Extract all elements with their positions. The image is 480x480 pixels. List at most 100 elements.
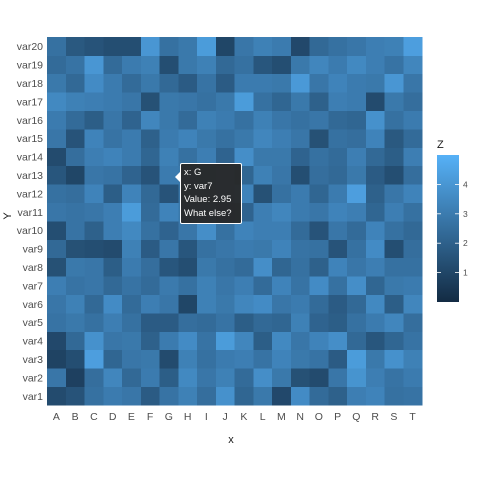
heatmap-cell-Q-var16[interactable] xyxy=(347,110,367,130)
heatmap-cell-S-var17[interactable] xyxy=(384,92,404,111)
heatmap-cell-E-var8[interactable] xyxy=(122,257,142,277)
heatmap-cell-A-var4[interactable] xyxy=(47,331,67,351)
heatmap-cell-N-var19[interactable] xyxy=(290,55,310,75)
heatmap-cell-M-var13[interactable] xyxy=(272,165,292,185)
heatmap-cell-G-var13[interactable] xyxy=(159,165,179,185)
heatmap-cell-E-var18[interactable] xyxy=(122,73,142,93)
heatmap-cell-A-var19[interactable] xyxy=(47,55,67,75)
heatmap-cell-D-var17[interactable] xyxy=(103,92,123,111)
heatmap-cell-O-var18[interactable] xyxy=(309,73,329,93)
heatmap-cell-M-var5[interactable] xyxy=(272,313,292,332)
heatmap-cell-A-var8[interactable] xyxy=(47,257,67,277)
heatmap-cell-S-var4[interactable] xyxy=(384,331,404,351)
heatmap-cell-N-var4[interactable] xyxy=(290,331,310,351)
heatmap-cell-G-var3[interactable] xyxy=(159,349,179,369)
heatmap-cell-J-var2[interactable] xyxy=(215,368,235,387)
heatmap-cell-D-var8[interactable] xyxy=(103,257,123,277)
heatmap-cell-R-var1[interactable] xyxy=(365,386,385,406)
heatmap-cell-G-var11[interactable] xyxy=(159,202,179,222)
heatmap-cell-K-var17[interactable] xyxy=(234,92,254,111)
heatmap-cell-L-var18[interactable] xyxy=(253,73,273,93)
heatmap-cell-F-var20[interactable] xyxy=(140,37,160,56)
heatmap-cell-J-var15[interactable] xyxy=(215,129,235,148)
heatmap-cell-D-var15[interactable] xyxy=(103,129,123,148)
heatmap-cell-E-var3[interactable] xyxy=(122,349,142,369)
heatmap-cell-F-var17[interactable] xyxy=(140,92,160,111)
heatmap-cell-N-var10[interactable] xyxy=(290,221,310,240)
heatmap-cell-S-var12[interactable] xyxy=(384,184,404,203)
heatmap-cell-C-var5[interactable] xyxy=(84,313,104,332)
heatmap-cell-A-var6[interactable] xyxy=(47,294,67,314)
heatmap-cell-Q-var17[interactable] xyxy=(347,92,367,111)
heatmap-cell-M-var3[interactable] xyxy=(272,349,292,369)
heatmap-cell-N-var11[interactable] xyxy=(290,202,310,222)
heatmap-cell-I-var20[interactable] xyxy=(197,37,217,56)
heatmap-cell-J-var3[interactable] xyxy=(215,349,235,369)
heatmap-cell-C-var16[interactable] xyxy=(84,110,104,130)
heatmap-cell-S-var2[interactable] xyxy=(384,368,404,387)
heatmap-cell-S-var1[interactable] xyxy=(384,386,404,406)
heatmap-cell-Q-var10[interactable] xyxy=(347,221,367,240)
heatmap-cell-I-var7[interactable] xyxy=(197,276,217,295)
heatmap-cell-P-var2[interactable] xyxy=(328,368,348,387)
heatmap-cell-B-var10[interactable] xyxy=(65,221,85,240)
heatmap-cell-H-var14[interactable] xyxy=(178,147,198,167)
heatmap-cell-B-var2[interactable] xyxy=(65,368,85,387)
heatmap-cell-H-var15[interactable] xyxy=(178,129,198,148)
heatmap-cell-Q-var3[interactable] xyxy=(347,349,367,369)
heatmap-cell-S-var7[interactable] xyxy=(384,276,404,295)
heatmap-cell-T-var3[interactable] xyxy=(403,349,423,369)
heatmap-cell-I-var14[interactable] xyxy=(197,147,217,167)
heatmap-cell-K-var16[interactable] xyxy=(234,110,254,130)
heatmap-cell-P-var6[interactable] xyxy=(328,294,348,314)
heatmap-cell-L-var1[interactable] xyxy=(253,386,273,406)
heatmap-cell-H-var16[interactable] xyxy=(178,110,198,130)
heatmap-cell-K-var5[interactable] xyxy=(234,313,254,332)
heatmap-cell-H-var18[interactable] xyxy=(178,73,198,93)
heatmap-cell-P-var17[interactable] xyxy=(328,92,348,111)
heatmap-cell-J-var20[interactable] xyxy=(215,37,235,56)
heatmap-cell-B-var8[interactable] xyxy=(65,257,85,277)
heatmap-cell-L-var9[interactable] xyxy=(253,239,273,259)
heatmap-cell-T-var12[interactable] xyxy=(403,184,423,203)
heatmap-cell-R-var18[interactable] xyxy=(365,73,385,93)
heatmap-cell-O-var1[interactable] xyxy=(309,386,329,406)
heatmap-cell-L-var2[interactable] xyxy=(253,368,273,387)
heatmap-cell-S-var6[interactable] xyxy=(384,294,404,314)
heatmap-cell-M-var20[interactable] xyxy=(272,37,292,56)
heatmap-cell-C-var10[interactable] xyxy=(84,221,104,240)
heatmap-cell-F-var14[interactable] xyxy=(140,147,160,167)
heatmap-cell-G-var14[interactable] xyxy=(159,147,179,167)
heatmap-cell-L-var11[interactable] xyxy=(253,202,273,222)
heatmap-cell-C-var11[interactable] xyxy=(84,202,104,222)
heatmap-cell-O-var11[interactable] xyxy=(309,202,329,222)
heatmap-cell-R-var9[interactable] xyxy=(365,239,385,259)
heatmap-cell-T-var7[interactable] xyxy=(403,276,423,295)
heatmap-cell-J-var6[interactable] xyxy=(215,294,235,314)
heatmap-cell-R-var11[interactable] xyxy=(365,202,385,222)
heatmap-cell-J-var5[interactable] xyxy=(215,313,235,332)
heatmap-cell-S-var10[interactable] xyxy=(384,221,404,240)
heatmap-cell-K-var18[interactable] xyxy=(234,73,254,93)
heatmap-cell-N-var14[interactable] xyxy=(290,147,310,167)
heatmap-cell-K-var19[interactable] xyxy=(234,55,254,75)
heatmap-cell-E-var6[interactable] xyxy=(122,294,142,314)
heatmap-cell-O-var2[interactable] xyxy=(309,368,329,387)
heatmap-cell-G-var9[interactable] xyxy=(159,239,179,259)
heatmap-cell-D-var5[interactable] xyxy=(103,313,123,332)
heatmap-cell-G-var8[interactable] xyxy=(159,257,179,277)
heatmap-cell-A-var14[interactable] xyxy=(47,147,67,167)
heatmap-cell-S-var19[interactable] xyxy=(384,55,404,75)
heatmap-cell-P-var7[interactable] xyxy=(328,276,348,295)
heatmap-cell-K-var1[interactable] xyxy=(234,386,254,406)
heatmap-cell-E-var13[interactable] xyxy=(122,165,142,185)
heatmap-cell-G-var12[interactable] xyxy=(159,184,179,203)
heatmap-cell-T-var18[interactable] xyxy=(403,73,423,93)
heatmap-cell-S-var16[interactable] xyxy=(384,110,404,130)
heatmap-cell-Q-var1[interactable] xyxy=(347,386,367,406)
heatmap-cell-H-var8[interactable] xyxy=(178,257,198,277)
heatmap-cell-N-var15[interactable] xyxy=(290,129,310,148)
heatmap-cell-I-var9[interactable] xyxy=(197,239,217,259)
heatmap-cell-E-var12[interactable] xyxy=(122,184,142,203)
heatmap-cell-M-var10[interactable] xyxy=(272,221,292,240)
